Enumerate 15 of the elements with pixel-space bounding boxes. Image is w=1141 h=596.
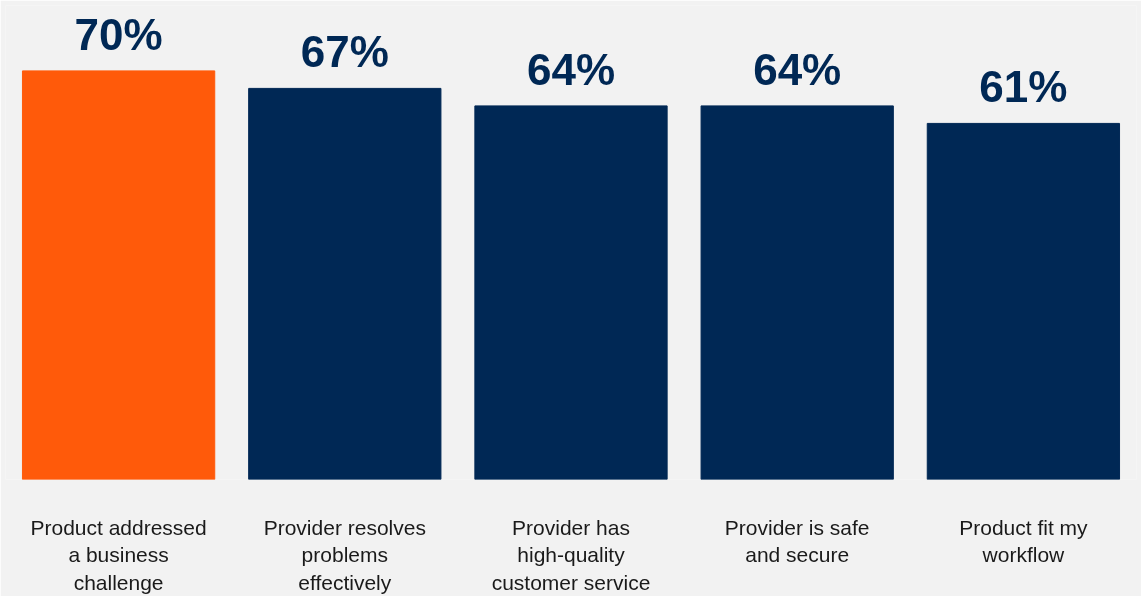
data-label: 61%	[979, 62, 1068, 112]
bar	[474, 105, 668, 480]
x-tick-label: Product fit my workflow	[959, 515, 1089, 567]
x-tick-label: Provider has high-quality customer service	[491, 515, 651, 594]
x-tick-label: Product addressed a business challenge	[30, 515, 207, 594]
data-label: 64%	[526, 44, 616, 94]
bar	[21, 70, 216, 480]
bar	[700, 105, 894, 480]
data-label: 64%	[753, 44, 842, 94]
x-tick-label: Provider resolves problems effectively	[263, 515, 426, 594]
x-tick-label: Provider is safe and secure	[724, 515, 870, 567]
data-label: 67%	[300, 27, 389, 77]
bar	[926, 122, 1121, 480]
data-label: 70%	[74, 9, 163, 59]
bar	[248, 87, 442, 480]
